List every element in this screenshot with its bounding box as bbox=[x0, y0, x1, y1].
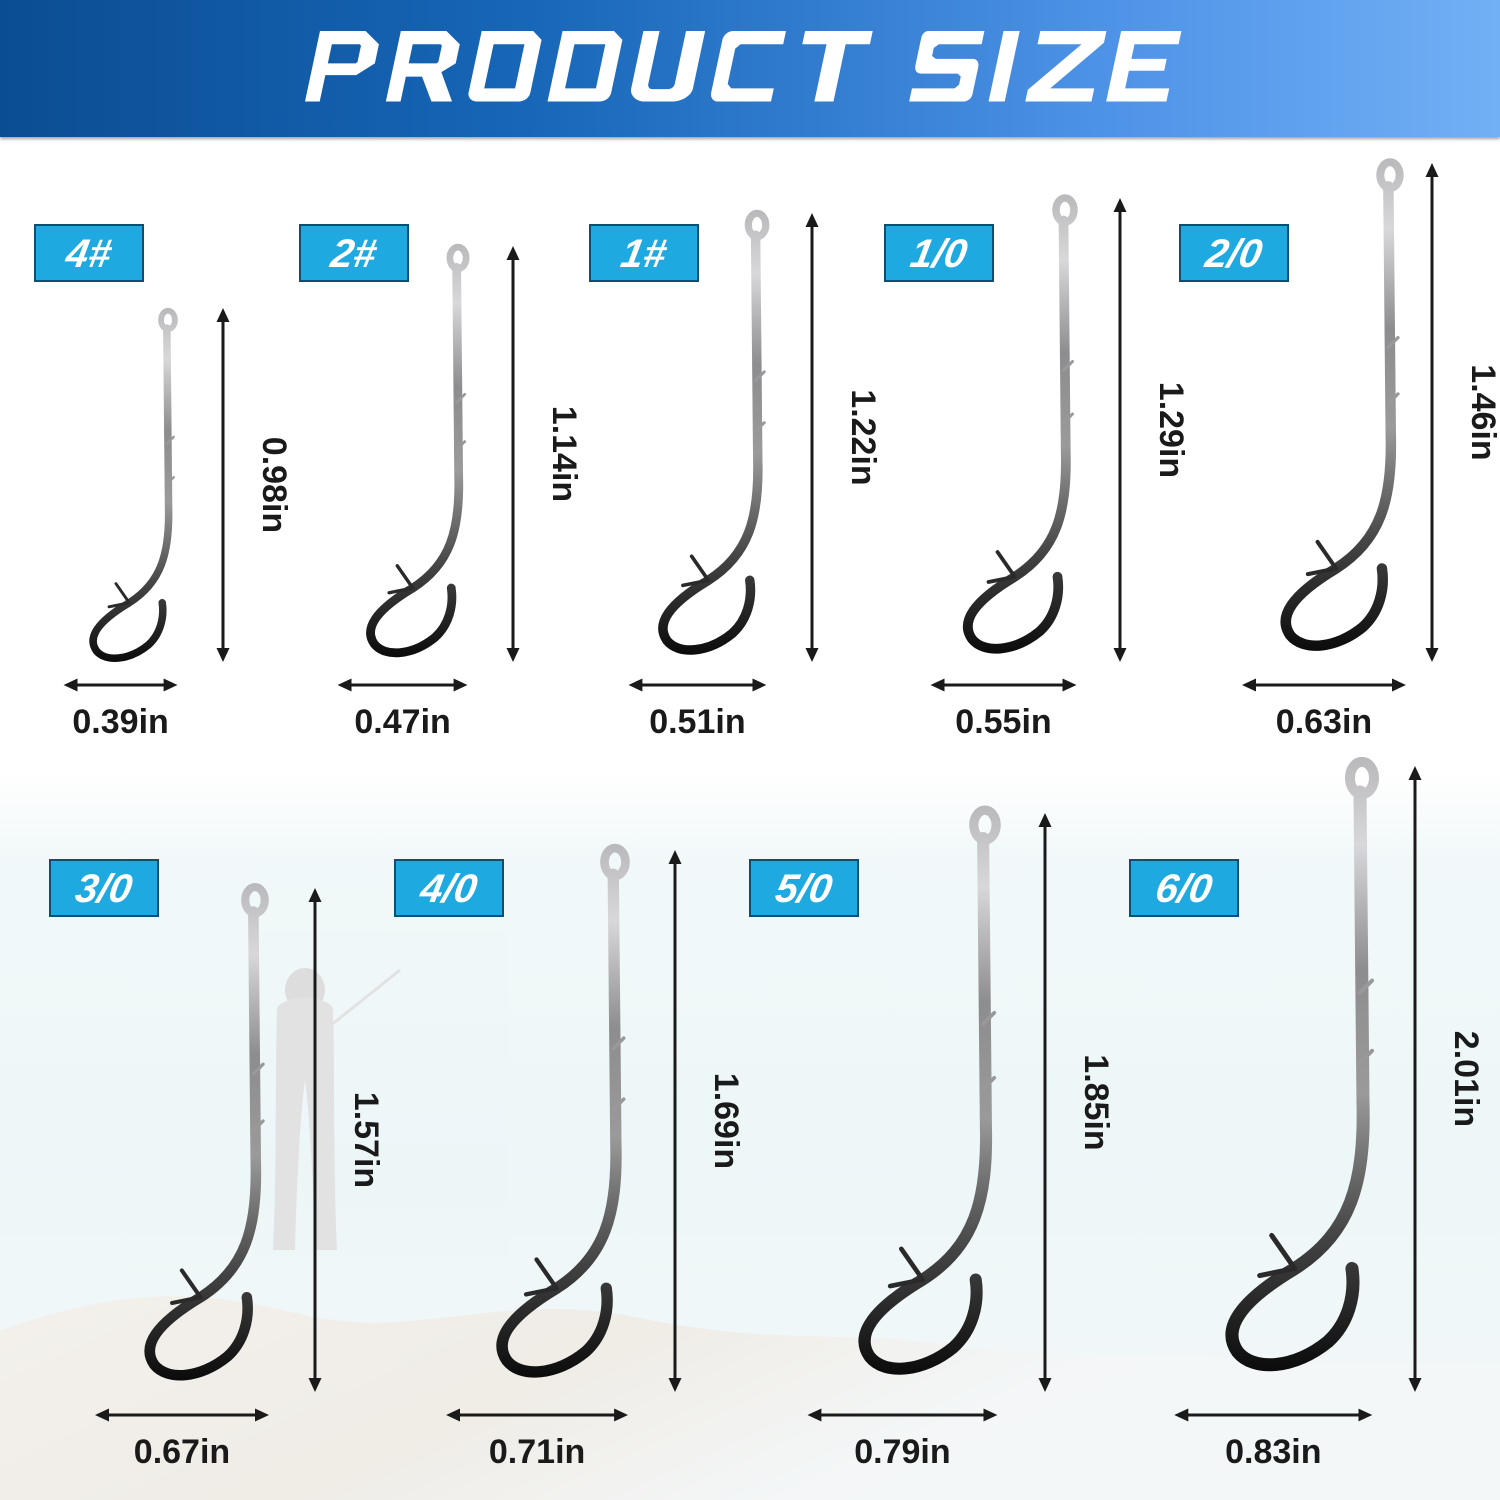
svg-text:1.46in: 1.46in bbox=[1464, 364, 1500, 460]
svg-text:1.29in: 1.29in bbox=[1152, 382, 1190, 478]
svg-text:4#: 4# bbox=[62, 231, 116, 276]
svg-text:0.55in: 0.55in bbox=[955, 703, 1051, 741]
svg-text:1.57in: 1.57in bbox=[347, 1092, 385, 1188]
svg-text:0.83in: 0.83in bbox=[1225, 1433, 1321, 1471]
svg-text:1.85in: 1.85in bbox=[1077, 1054, 1115, 1150]
svg-text:4/0: 4/0 bbox=[416, 866, 481, 911]
svg-text:3/0: 3/0 bbox=[72, 866, 136, 911]
svg-text:1.22in: 1.22in bbox=[844, 389, 882, 485]
svg-text:1/0: 1/0 bbox=[907, 231, 971, 276]
svg-text:0.71in: 0.71in bbox=[489, 1433, 585, 1471]
svg-text:1.14in: 1.14in bbox=[545, 406, 583, 502]
svg-text:1.69in: 1.69in bbox=[707, 1073, 745, 1169]
svg-text:1#: 1# bbox=[618, 231, 671, 276]
svg-text:0.79in: 0.79in bbox=[854, 1433, 950, 1471]
svg-text:2/0: 2/0 bbox=[1201, 231, 1266, 276]
svg-text:0.47in: 0.47in bbox=[354, 703, 450, 741]
svg-text:6/0: 6/0 bbox=[1152, 866, 1216, 911]
svg-text:0.63in: 0.63in bbox=[1276, 703, 1372, 741]
svg-text:0.98in: 0.98in bbox=[255, 437, 293, 533]
svg-text:5/0: 5/0 bbox=[772, 866, 836, 911]
svg-text:0.39in: 0.39in bbox=[72, 703, 168, 741]
svg-text:2.01in: 2.01in bbox=[1447, 1031, 1485, 1127]
svg-text:0.67in: 0.67in bbox=[134, 1433, 230, 1471]
svg-text:0.51in: 0.51in bbox=[649, 703, 745, 741]
svg-text:2#: 2# bbox=[327, 231, 381, 276]
